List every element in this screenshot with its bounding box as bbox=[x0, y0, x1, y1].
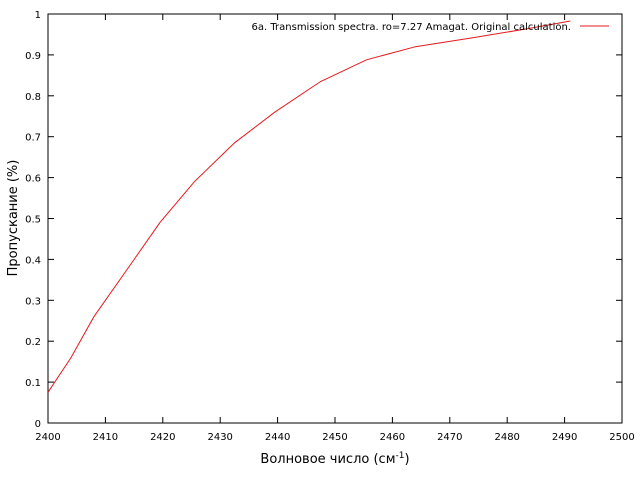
legend: 6a. Transmission spectra. ro=7.27 Amagat… bbox=[252, 22, 609, 33]
x-tick-label: 2420 bbox=[150, 432, 175, 443]
y-axis-title: Пропускание (%) bbox=[6, 160, 21, 277]
y-tick-label: 0.7 bbox=[25, 133, 41, 144]
y-tick-label: 0 bbox=[35, 419, 41, 430]
x-tick-label: 2470 bbox=[437, 432, 462, 443]
x-axis-title-main: Волновое число (см bbox=[260, 452, 395, 467]
y-tick-label: 0.6 bbox=[25, 174, 41, 185]
x-axis-ticks: 2400 2410 2420 2430 2440 2450 2460 2470 2480 2490… bbox=[35, 14, 635, 443]
x-axis-title-suffix: ) bbox=[404, 452, 409, 467]
series-layer bbox=[47, 20, 571, 393]
y-tick-label: 0.3 bbox=[25, 296, 41, 307]
x-axis-title-superscript: -1 bbox=[396, 451, 405, 461]
x-tick-label: 2460 bbox=[380, 432, 405, 443]
y-tick-label: 0.8 bbox=[25, 92, 41, 103]
y-tick-label: 0.5 bbox=[25, 215, 41, 226]
x-axis-title: Волновое число (см-1) bbox=[260, 451, 409, 467]
y-tick-label: 0.4 bbox=[25, 255, 41, 266]
x-tick-label: 2440 bbox=[265, 432, 290, 443]
x-tick-label: 2500 bbox=[609, 432, 634, 443]
plot-frame bbox=[47, 13, 623, 424]
y-tick-label: 0.9 bbox=[25, 51, 41, 62]
y-tick-label: 0.2 bbox=[25, 337, 41, 348]
x-tick-label: 2490 bbox=[552, 432, 577, 443]
legend-entry-label: 6a. Transmission spectra. ro=7.27 Amagat… bbox=[252, 22, 571, 33]
x-tick-label: 2410 bbox=[93, 432, 118, 443]
x-tick-label: 2430 bbox=[207, 432, 232, 443]
series-line bbox=[47, 20, 571, 393]
y-axis-ticks: 0 0.1 0.2 0.3 0.4 0.5 0.6 0.7 0.8 0.9 1 bbox=[25, 10, 622, 430]
x-tick-label: 2400 bbox=[35, 432, 60, 443]
y-tick-label: 0.1 bbox=[25, 378, 41, 389]
x-tick-label: 2450 bbox=[322, 432, 347, 443]
y-tick-label: 1 bbox=[35, 10, 41, 21]
x-tick-label: 2480 bbox=[494, 432, 519, 443]
